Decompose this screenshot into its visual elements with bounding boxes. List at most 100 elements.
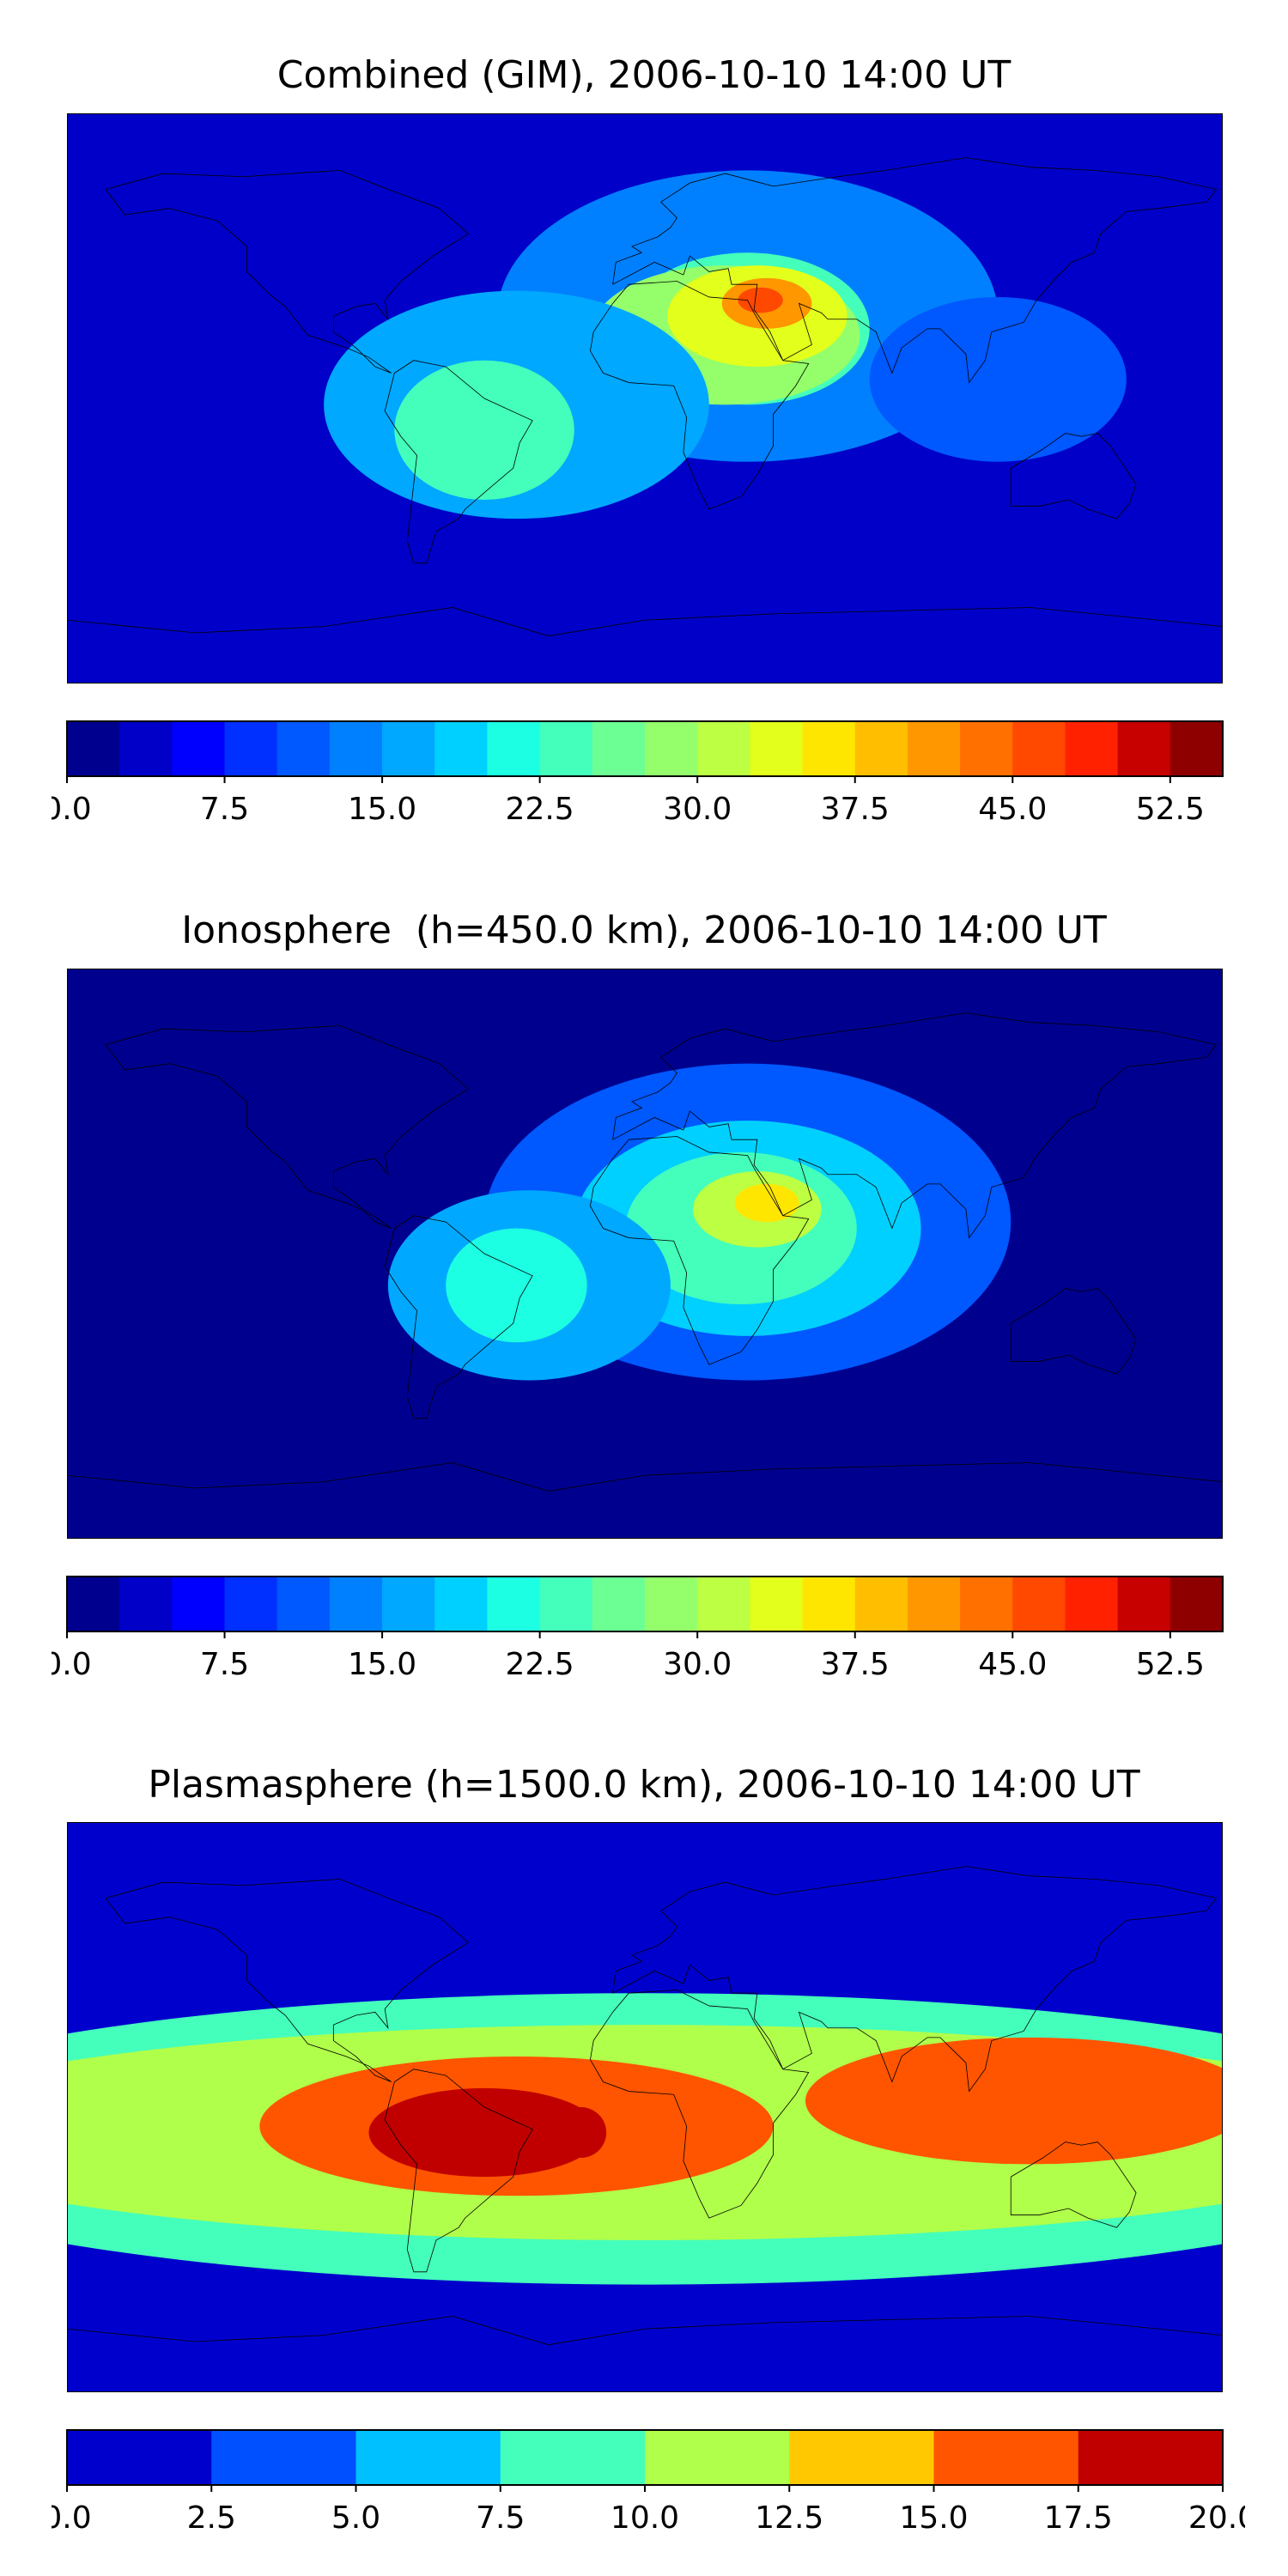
colorbar-tick-label: 2.5 — [187, 2500, 236, 2536]
colorbar-tick-label: 0.0 — [52, 2500, 92, 2536]
contour-band — [555, 2107, 607, 2159]
colorbar-segment — [211, 2430, 356, 2485]
colorbar-frame — [66, 1576, 1224, 1632]
map-plot — [67, 1822, 1223, 2392]
chart-title: Combined (GIM), 2006-10-10 14:00 UT — [276, 53, 1012, 97]
colorbar-segment — [592, 1577, 646, 1631]
colorbar-tick-label: 0.0 — [52, 792, 92, 827]
coastline — [106, 170, 468, 373]
colorbar-segment — [1117, 721, 1171, 776]
colorbar-tick-label: 0.0 — [52, 1647, 92, 1682]
colorbar-segment — [960, 721, 1013, 776]
colorbar-segment — [382, 721, 435, 776]
contour-band — [805, 2037, 1223, 2165]
colorbar-segment — [750, 721, 804, 776]
colorbar-tick-label: 37.5 — [821, 1647, 890, 1682]
colorbar-tick-label: 10.0 — [611, 2500, 679, 2536]
coastline — [1011, 434, 1136, 519]
colorbar-segment — [697, 1577, 750, 1631]
colorbar-segment — [539, 721, 593, 776]
colorbar-tick-label: 15.0 — [899, 2500, 968, 2536]
colorbar-segment — [854, 721, 908, 776]
colorbar-tick-label: 7.5 — [200, 1647, 249, 1682]
colorbar-segment — [645, 721, 698, 776]
colorbar-tick-label: 7.5 — [476, 2500, 525, 2536]
colorbar-tick-label: 22.5 — [506, 792, 574, 827]
colorbar-segment — [539, 1577, 593, 1631]
colorbar-segment — [750, 1577, 804, 1631]
colorbar-segment — [224, 721, 278, 776]
colorbar-tick-label: 20.0 — [1188, 2500, 1245, 2536]
colorbar-segment — [67, 1577, 120, 1631]
colorbar-tick-label: 15.0 — [348, 1647, 416, 1682]
chart-title: Plasmasphere (h=1500.0 km), 2006-10-10 1… — [148, 1763, 1140, 1807]
contour-band — [368, 2087, 600, 2178]
colorbar-segment — [697, 721, 750, 776]
colorbar-segment — [119, 1577, 173, 1631]
colorbar: 0.0 7.5 15.0 22.5 30.0 37.5 45.0 52.5 — [52, 720, 1224, 827]
colorbar-segment — [645, 2430, 790, 2485]
coastline — [106, 1025, 468, 1228]
contour-band — [446, 1228, 587, 1343]
coastline — [590, 1990, 808, 2219]
colorbar-segment — [1170, 1577, 1224, 1631]
colorbar-tick-label: 30.0 — [663, 792, 732, 827]
colorbar: 0.0 7.5 15.0 22.5 30.0 37.5 45.0 52.5 — [52, 1576, 1224, 1682]
colorbar-tick-label: 22.5 — [506, 1647, 574, 1682]
contour-band — [738, 287, 783, 313]
coastline — [613, 1013, 1217, 1238]
colorbar-segment — [1170, 721, 1224, 776]
colorbar-segment — [854, 1577, 908, 1631]
colorbar-segment — [329, 721, 383, 776]
map-plot — [67, 969, 1223, 1539]
colorbar-tick-label: 52.5 — [1136, 1647, 1205, 1682]
colorbar-segment — [645, 1577, 698, 1631]
colorbar-segment — [67, 721, 120, 776]
colorbar-segment — [67, 2430, 212, 2485]
colorbar-segment — [802, 721, 856, 776]
coastline — [613, 158, 1217, 383]
colorbar: 0.0 2.5 5.0 7.5 10.0 12.5 15.0 17.5 20.0 — [52, 2429, 1245, 2536]
coastline — [67, 2316, 1223, 2344]
colorbar-segment — [1078, 2430, 1224, 2485]
colorbar-segment — [487, 1577, 541, 1631]
colorbar-segment — [487, 721, 541, 776]
contour-band — [394, 360, 574, 501]
colorbar-segment — [382, 1577, 435, 1631]
colorbar-tick-label: 5.0 — [331, 2500, 380, 2536]
colorbar-segment — [434, 721, 488, 776]
colorbar-segment — [1012, 721, 1066, 776]
colorbar-segment — [592, 721, 646, 776]
colorbar-segment — [1117, 1577, 1171, 1631]
coastline — [67, 1462, 1223, 1491]
colorbar-segment — [933, 2430, 1079, 2485]
coastline — [590, 282, 808, 510]
colorbar-segment — [329, 1577, 383, 1631]
colorbar-frame — [66, 720, 1224, 777]
colorbar-tick-label: 45.0 — [978, 1647, 1047, 1682]
colorbar-segment — [224, 1577, 278, 1631]
coastline — [613, 1867, 1217, 2092]
colorbar-segment — [1065, 1577, 1119, 1631]
colorbar-tick-label: 7.5 — [200, 792, 249, 827]
colorbar-tick-label: 45.0 — [978, 792, 1047, 827]
colorbar-tick-label: 12.5 — [755, 2500, 823, 2536]
contour-band — [869, 296, 1127, 462]
colorbar-segment — [1012, 1577, 1066, 1631]
coastline — [1011, 2142, 1136, 2228]
colorbar-tick-label: 30.0 — [663, 1647, 732, 1682]
coastline — [1011, 1289, 1136, 1375]
coastline — [106, 1879, 468, 2081]
colorbar-tick-label: 37.5 — [821, 792, 890, 827]
colorbar-segment — [434, 1577, 488, 1631]
colorbar-segment — [172, 1577, 226, 1631]
colorbar-segment — [276, 1577, 331, 1631]
colorbar-segment — [276, 721, 331, 776]
colorbar-segment — [789, 2430, 934, 2485]
colorbar-segment — [500, 2430, 646, 2485]
coastline — [385, 361, 532, 563]
chart-title: Ionosphere (h=450.0 km), 2006-10-10 14:0… — [181, 908, 1107, 952]
colorbar-segment — [1065, 721, 1119, 776]
colorbar-tick-label: 17.5 — [1044, 2500, 1113, 2536]
coastline — [67, 607, 1223, 635]
